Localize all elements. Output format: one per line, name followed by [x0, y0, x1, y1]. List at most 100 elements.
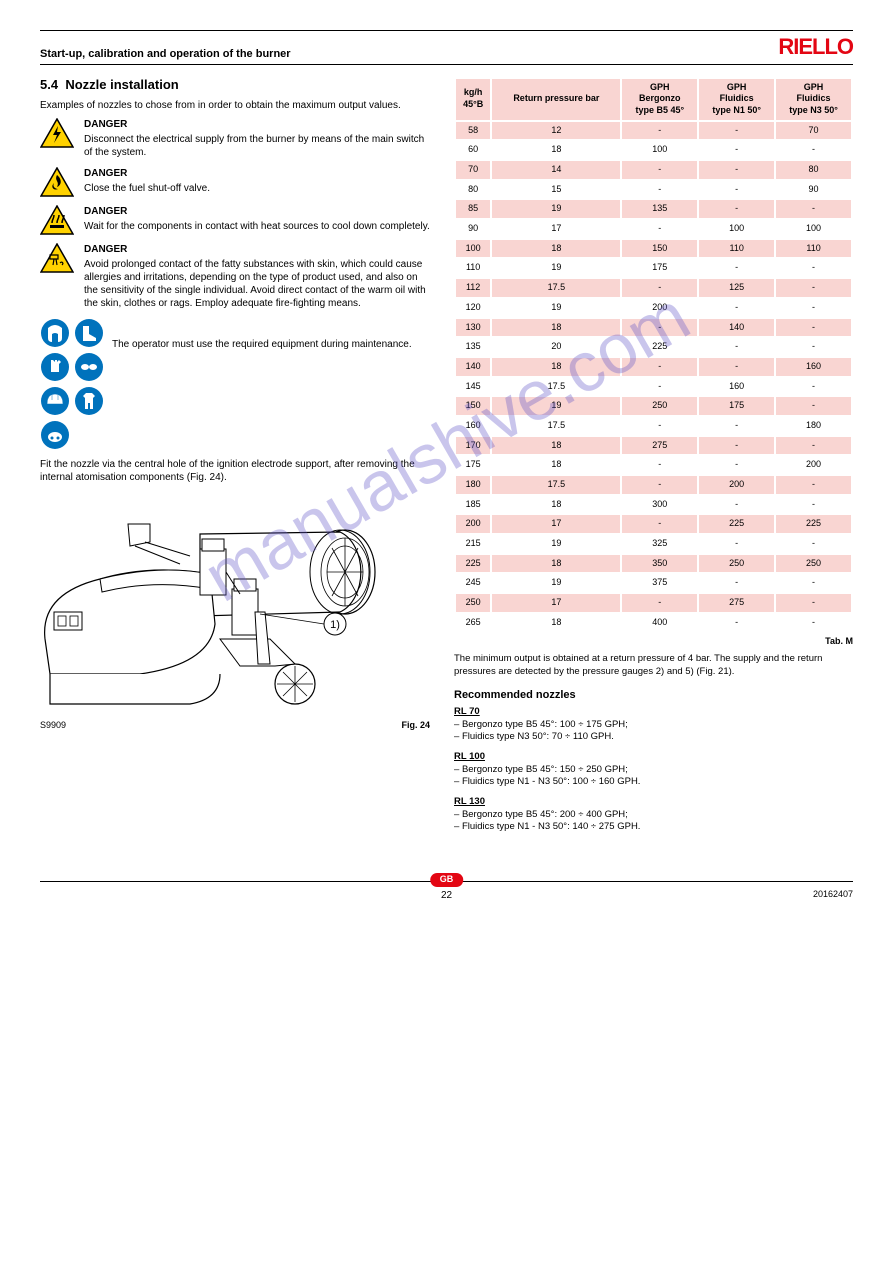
page-number: 22: [441, 889, 452, 902]
table-cell: 225: [776, 515, 851, 533]
ppe-block: The operator must use the required equip…: [40, 318, 430, 450]
warning-text: Avoid prolonged contact of the fatty sub…: [84, 258, 430, 310]
warning-electrical: DANGER Disconnect the electrical supply …: [40, 118, 430, 159]
coverall-icon: [74, 386, 104, 416]
section-heading: 5.4 Nozzle installation: [40, 77, 430, 94]
warning-text: Close the fuel shut-off valve.: [84, 182, 430, 195]
table-cell: -: [622, 122, 697, 140]
table-cell: 250: [456, 594, 490, 612]
table-cell: 250: [622, 397, 697, 415]
table-cell: 18: [492, 496, 620, 514]
recommended-heading: Recommended nozzles: [454, 688, 853, 702]
table-cell: 18: [492, 456, 620, 474]
table-cell: 135: [456, 338, 490, 356]
brand-logo: RIELLO: [778, 33, 853, 62]
table-cell: 265: [456, 614, 490, 632]
page-footer: GB 22 20162407: [40, 881, 853, 911]
eye-protection-icon: [74, 352, 104, 382]
table-cell: -: [699, 437, 774, 455]
recommended-item: RL 130Bergonzo type B5 45°: 200 ÷ 400 GP…: [454, 796, 853, 833]
danger-label: DANGER: [84, 167, 430, 180]
recommended-item: RL 70Bergonzo type B5 45°: 100 ÷ 175 GPH…: [454, 706, 853, 743]
model-name: RL 130: [454, 796, 853, 808]
table-row: 18017.5-200-: [456, 476, 851, 494]
table-row: 8015--90: [456, 181, 851, 199]
table-cell: -: [622, 417, 697, 435]
col-fluidics-n3: GPHFluidicstype N3 50°: [776, 79, 851, 120]
model-name: RL 70: [454, 706, 853, 718]
model-name: RL 100: [454, 751, 853, 763]
table-row: 18518300--: [456, 496, 851, 514]
nozzle-spec: Bergonzo type B5 45°: 200 ÷ 400 GPH;: [454, 809, 853, 821]
table-row: 15019250175-: [456, 397, 851, 415]
figure-code: S9909: [40, 720, 66, 732]
table-cell: -: [699, 200, 774, 218]
table-cell: -: [622, 358, 697, 376]
table-cell: -: [622, 279, 697, 297]
table-cell: 145: [456, 378, 490, 396]
table-cell: -: [699, 161, 774, 179]
table-cell: 375: [622, 574, 697, 592]
electric-shock-icon: [40, 118, 74, 148]
table-cell: 200: [699, 476, 774, 494]
table-cell: -: [622, 378, 697, 396]
table-cell: 112: [456, 279, 490, 297]
table-cell: -: [699, 259, 774, 277]
table-cell: -: [699, 358, 774, 376]
table-cell: 17.5: [492, 476, 620, 494]
table-row: 14517.5-160-: [456, 378, 851, 396]
table-row: 21519325--: [456, 535, 851, 553]
table-cell: 18: [492, 555, 620, 573]
table-cell: -: [776, 319, 851, 337]
callout-1: 1): [330, 619, 340, 631]
table-row: 12019200--: [456, 299, 851, 317]
table-cell: 140: [456, 358, 490, 376]
table-cell: 19: [492, 574, 620, 592]
document-code: 20162407: [813, 889, 853, 901]
table-cell: 185: [456, 496, 490, 514]
table-cell: -: [776, 476, 851, 494]
table-cell: 350: [622, 555, 697, 573]
table-cell: -: [622, 319, 697, 337]
table-cell: 325: [622, 535, 697, 553]
col-return-pressure: Return pressure bar: [492, 79, 620, 120]
table-cell: -: [776, 378, 851, 396]
table-cell: -: [776, 614, 851, 632]
table-cell: 70: [456, 161, 490, 179]
nozzle-spec: Bergonzo type B5 45°: 100 ÷ 175 GPH;: [454, 719, 853, 731]
table-cell: 90: [776, 181, 851, 199]
warning-hot: DANGER Wait for the components in contac…: [40, 205, 430, 235]
table-cell: -: [776, 437, 851, 455]
warning-text: Wait for the components in contact with …: [84, 220, 430, 233]
table-cell: 18: [492, 358, 620, 376]
ear-protection-icon: [40, 318, 70, 348]
table-cell: 150: [622, 240, 697, 258]
table-cell: 170: [456, 437, 490, 455]
danger-label: DANGER: [84, 205, 430, 218]
table-cell: -: [776, 338, 851, 356]
table-cell: 85: [456, 200, 490, 218]
table-row: 17018275--: [456, 437, 851, 455]
table-cell: -: [776, 397, 851, 415]
table-cell: 19: [492, 259, 620, 277]
table-cell: 175: [699, 397, 774, 415]
table-cell: -: [776, 594, 851, 612]
table-cell: -: [622, 476, 697, 494]
table-cell: 150: [456, 397, 490, 415]
table-cell: 80: [456, 181, 490, 199]
table-cell: -: [699, 456, 774, 474]
table-row: 16017.5--180: [456, 417, 851, 435]
danger-label: DANGER: [84, 118, 430, 131]
table-cell: 100: [699, 220, 774, 238]
table-row: 20017-225225: [456, 515, 851, 533]
table-row: 22518350250250: [456, 555, 851, 573]
table-cell: -: [776, 200, 851, 218]
table-cell: 110: [456, 259, 490, 277]
table-cell: 400: [622, 614, 697, 632]
table-cell: 160: [699, 378, 774, 396]
burner-illustration: 1): [40, 494, 430, 714]
warning-text: Disconnect the electrical supply from th…: [84, 133, 430, 159]
col-kgh: kg/h45°B: [456, 79, 490, 120]
table-row: 13520225--: [456, 338, 851, 356]
table-cell: 120: [456, 299, 490, 317]
